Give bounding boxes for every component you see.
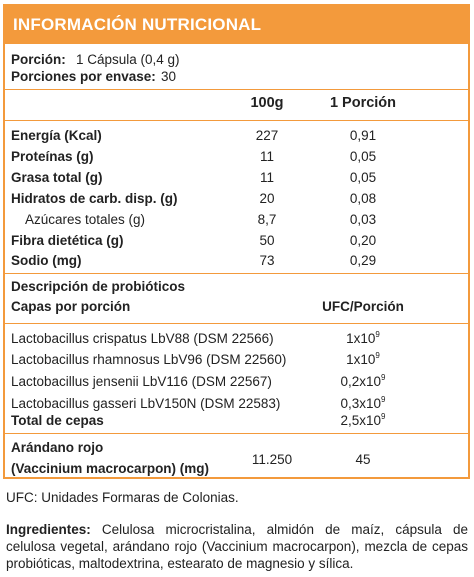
divider — [5, 120, 468, 121]
nutrient-per100: 11 — [259, 149, 274, 164]
column-header-100g: 100g — [250, 95, 284, 111]
column-header-portion: 1 Porción — [329, 95, 397, 111]
ufc-column-header: UFC/Porción — [322, 299, 404, 314]
nutrient-portion: 0,20 — [349, 233, 377, 248]
portion-value: 1 Cápsula (0,4 g) — [76, 52, 180, 67]
footnote: UFC: Unidades Formaras de Colonias. — [6, 490, 239, 505]
divider — [5, 89, 468, 90]
ingredients-label: Ingredientes: — [6, 522, 91, 537]
panel-header: INFORMACIÓN NUTRICIONAL — [5, 6, 468, 44]
nutrient-per100: 20 — [259, 191, 275, 206]
divider — [5, 273, 468, 274]
ingredients-paragraph: Ingredientes: Celulosa microcristalina, … — [6, 521, 468, 572]
ingredients-text: Celulosa microcristalina, almidón de maí… — [6, 522, 468, 571]
nutrient-name: Proteínas (g) — [11, 149, 94, 164]
total-strains-label: Total de cepas — [11, 413, 104, 428]
nutrient-name: Fibra dietética (g) — [11, 233, 124, 248]
nutrition-facts-panel: INFORMACIÓN NUTRICIONAL Porción: 1 Cápsu… — [3, 4, 470, 479]
nutrient-name: Sodio (mg) — [11, 253, 82, 268]
divider — [5, 433, 468, 434]
cranberry-species: (Vaccinium macrocarpon) (mg) — [11, 461, 210, 476]
nutrient-per100: 50 — [259, 233, 275, 248]
probiotic-name: Lactobacillus gasseri LbV150N (DSM 22583… — [11, 396, 281, 411]
probiotic-name: Lactobacillus jensenii LbV116 (DSM 22567… — [11, 374, 272, 389]
divider — [5, 323, 468, 324]
nutrient-portion: 0,29 — [349, 253, 377, 268]
nutrient-portion: 0,05 — [349, 170, 377, 185]
probiotic-ufc: 1x109 — [346, 329, 380, 346]
nutrient-portion: 0,05 — [349, 149, 377, 164]
nutrient-portion: 0,03 — [349, 212, 377, 227]
per-container-value: 30 — [161, 69, 177, 84]
nutrient-name: Azúcares totales (g) — [25, 212, 146, 227]
portion-label: Porción: — [11, 52, 66, 67]
probiotic-ufc: 0,2x109 — [340, 372, 386, 389]
nutrient-per100: 227 — [255, 128, 279, 143]
probiotic-name: Lactobacillus rhamnosus LbV96 (DSM 22560… — [11, 352, 287, 367]
probiotics-title: Descripción de probióticos — [11, 279, 186, 294]
cranberry-per100: 11.250 — [251, 452, 293, 467]
per-container-label: Porciones por envase: — [11, 69, 156, 84]
cranberry-name: Arándano rojo — [11, 440, 104, 455]
nutrient-portion: 0,08 — [349, 191, 377, 206]
nutrient-per100: 73 — [259, 253, 275, 268]
probiotic-ufc: 0,3x109 — [340, 394, 386, 411]
total-strains-ufc: 2,5x109 — [340, 411, 386, 428]
nutrient-portion: 0,91 — [349, 128, 377, 143]
panel-title: INFORMACIÓN NUTRICIONAL — [13, 15, 262, 34]
cranberry-portion: 45 — [355, 452, 371, 467]
probiotic-name: Lactobacillus crispatus LbV88 (DSM 22566… — [11, 331, 274, 346]
nutrient-name: Energía (Kcal) — [11, 128, 102, 143]
nutrient-per100: 11 — [259, 170, 274, 185]
nutrient-name: Hidratos de carb. disp. (g) — [11, 191, 178, 206]
probiotic-ufc: 1x109 — [346, 350, 380, 367]
layers-label: Capas por porción — [11, 299, 131, 314]
nutrient-name: Grasa total (g) — [11, 170, 103, 185]
nutrient-per100: 8,7 — [257, 212, 277, 227]
